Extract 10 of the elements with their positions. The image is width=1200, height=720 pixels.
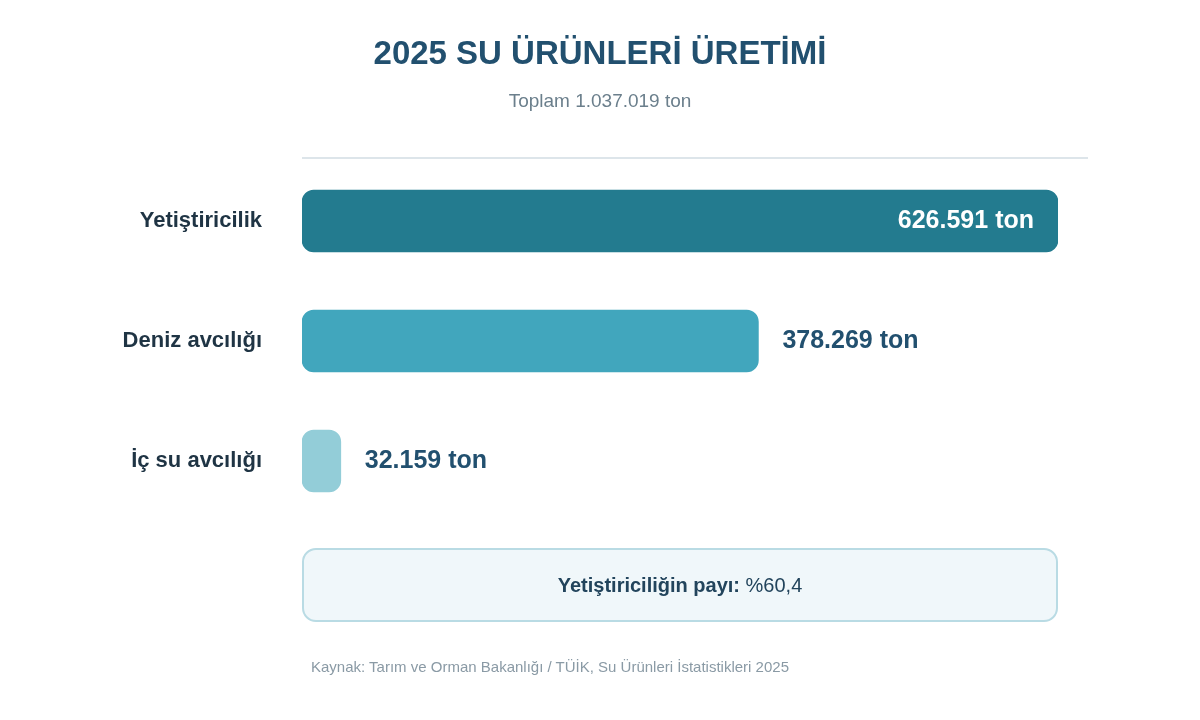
data-label: 32.159 ton [364,444,488,473]
chart-subtitle: Toplam 1.037.019 ton [507,90,693,112]
text: Yetiştiriciliğin payı: %60,4 [302,548,1058,622]
text: Kaynak: Tarım ve Orman Bakanlığı / TÜİK, Su Ürünleri İstatistikleri 2025 [311,658,789,675]
chart-title: 2025 SU ÜRÜNLERİ ÜRETİMİ [372,34,828,72]
y-tick-label: İç su avcılığı [131,447,262,473]
data-label: 626.591 ton [897,204,1034,233]
y-tick-label: Yetiştiricilik [139,207,263,233]
y-tick-label: Deniz avcılığı [122,327,262,353]
data-label: 378.269 ton [782,324,919,353]
